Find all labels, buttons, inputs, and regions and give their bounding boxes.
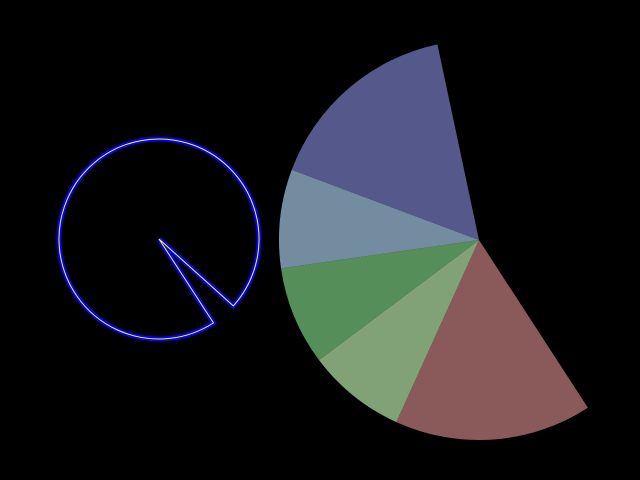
- pie-slice-2: [318, 240, 479, 423]
- pie-outline-shape: [56, 136, 262, 342]
- pie-slice-1: [396, 240, 588, 440]
- pie-slice-4: [278, 169, 479, 269]
- pie-chart: [278, 44, 588, 440]
- pie-slice-3: [281, 240, 479, 360]
- pie-slice-5: [291, 44, 479, 240]
- outline-inner-line: [58, 138, 260, 340]
